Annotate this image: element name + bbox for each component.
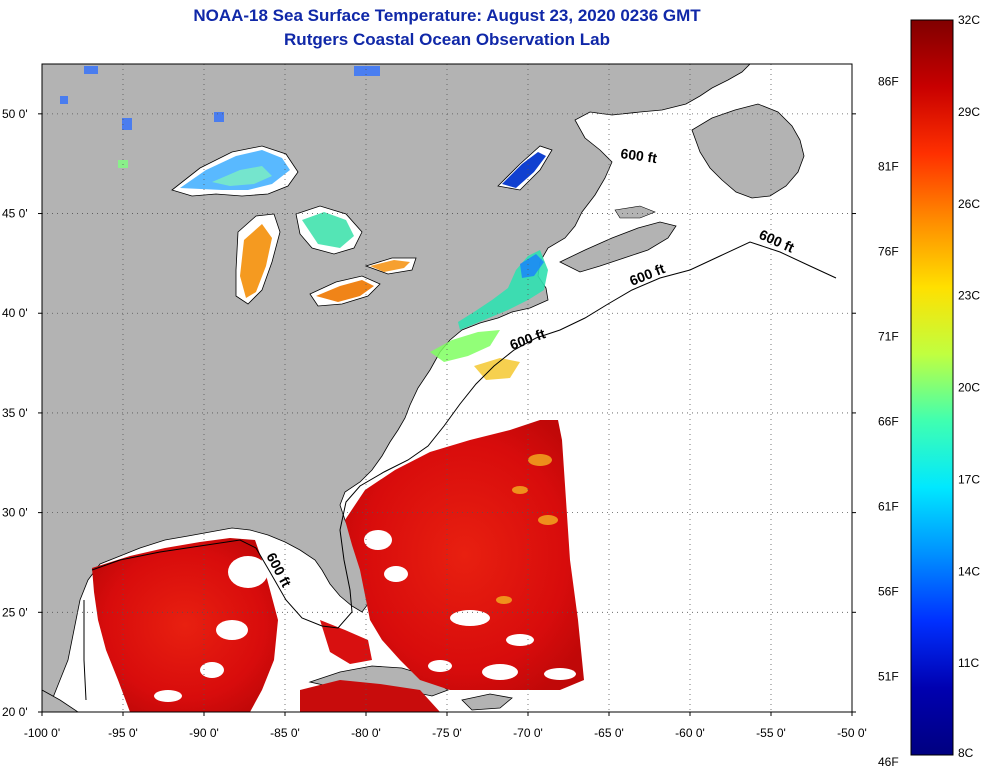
colorbar-f-label: 81F: [878, 159, 899, 173]
land-island: [614, 205, 656, 219]
land-newfoundland: [691, 103, 805, 199]
lake-sst: [180, 150, 546, 302]
lon-tick-label: -70 0': [513, 726, 543, 740]
sst-northeast-coast-2: [520, 254, 544, 278]
lat-tick-label: 50 0': [2, 107, 28, 121]
axis-ticks: -100 0' -95 0' -90 0' -85 0' -80 0' -75 0' -70…: [2, 107, 867, 740]
colorbar-c-label: 23C: [958, 289, 980, 303]
isobath-600ft: [83, 241, 837, 701]
sst-atlantic-clouds: [364, 530, 576, 680]
lon-tick-label: -65 0': [594, 726, 624, 740]
colorbar-f-label: 71F: [878, 329, 899, 343]
lon-tick-label: -55 0': [756, 726, 786, 740]
contour-label-gulf-stlawrence: 600 ft: [620, 145, 659, 166]
land-nova-scotia: [559, 221, 677, 273]
lon-tick-label: -95 0': [108, 726, 138, 740]
lat-tick-label: 20 0': [2, 705, 28, 719]
lon-tick-label: -50 0': [837, 726, 867, 740]
colorbar-f-label: 66F: [878, 415, 899, 429]
sst-florida-keys: [320, 620, 372, 664]
colorbar-f-label: 46F: [878, 755, 899, 769]
lat-tick-label: 25 0': [2, 605, 28, 619]
colorbar-c-label: 11C: [958, 656, 979, 670]
colorbar-c-label: 32C: [958, 13, 980, 27]
sst-gulf-clouds: [154, 556, 268, 702]
lon-tick-label: -60 0': [675, 726, 705, 740]
sst-gulf-warm: [92, 538, 278, 712]
lat-tick-label: 30 0': [2, 506, 28, 520]
lat-tick-label: 35 0': [2, 406, 28, 420]
lat-tick-label: 45 0': [2, 207, 28, 221]
map-grid: [42, 64, 852, 712]
colorbar-c-label: 29C: [958, 105, 980, 119]
colorbar: [910, 19, 954, 756]
land-hispaniola: [461, 693, 513, 711]
sst-caribbean: [300, 680, 440, 712]
lat-tick-label: 40 0': [2, 306, 28, 320]
colorbar-f-label: 86F: [878, 74, 899, 88]
land-north-america: [42, 64, 751, 712]
colorbar-c-label: 26C: [958, 197, 980, 211]
colorbar-c-label: 8C: [958, 746, 974, 760]
colorbar-f-label: 76F: [878, 244, 899, 258]
colorbar-f-label: 56F: [878, 585, 899, 599]
colorbar-c-label: 20C: [958, 381, 980, 395]
colorbar-labels: 32C 29C 26C 23C 20C 17C 14C 11C 8C 86F 81F 76F 71F 66…: [878, 13, 980, 769]
sst-mid-atlantic-coast: [430, 330, 500, 362]
colorbar-c-label: 14C: [958, 564, 980, 578]
map-title: NOAA-18 Sea Surface Temperature: August …: [193, 6, 701, 25]
land-yucatan: [42, 689, 79, 712]
sst-atlantic-warm-patches: [496, 454, 558, 604]
lon-tick-label: -75 0': [432, 726, 462, 740]
lon-tick-label: -100 0': [24, 726, 60, 740]
colorbar-f-label: 61F: [878, 500, 899, 514]
lon-tick-label: -90 0': [189, 726, 219, 740]
map-subtitle: Rutgers Coastal Ocean Observation Lab: [284, 30, 610, 49]
colorbar-f-label: 51F: [878, 670, 899, 684]
colorbar-c-label: 17C: [958, 472, 980, 486]
lon-tick-label: -85 0': [270, 726, 300, 740]
lon-tick-label: -80 0': [351, 726, 381, 740]
